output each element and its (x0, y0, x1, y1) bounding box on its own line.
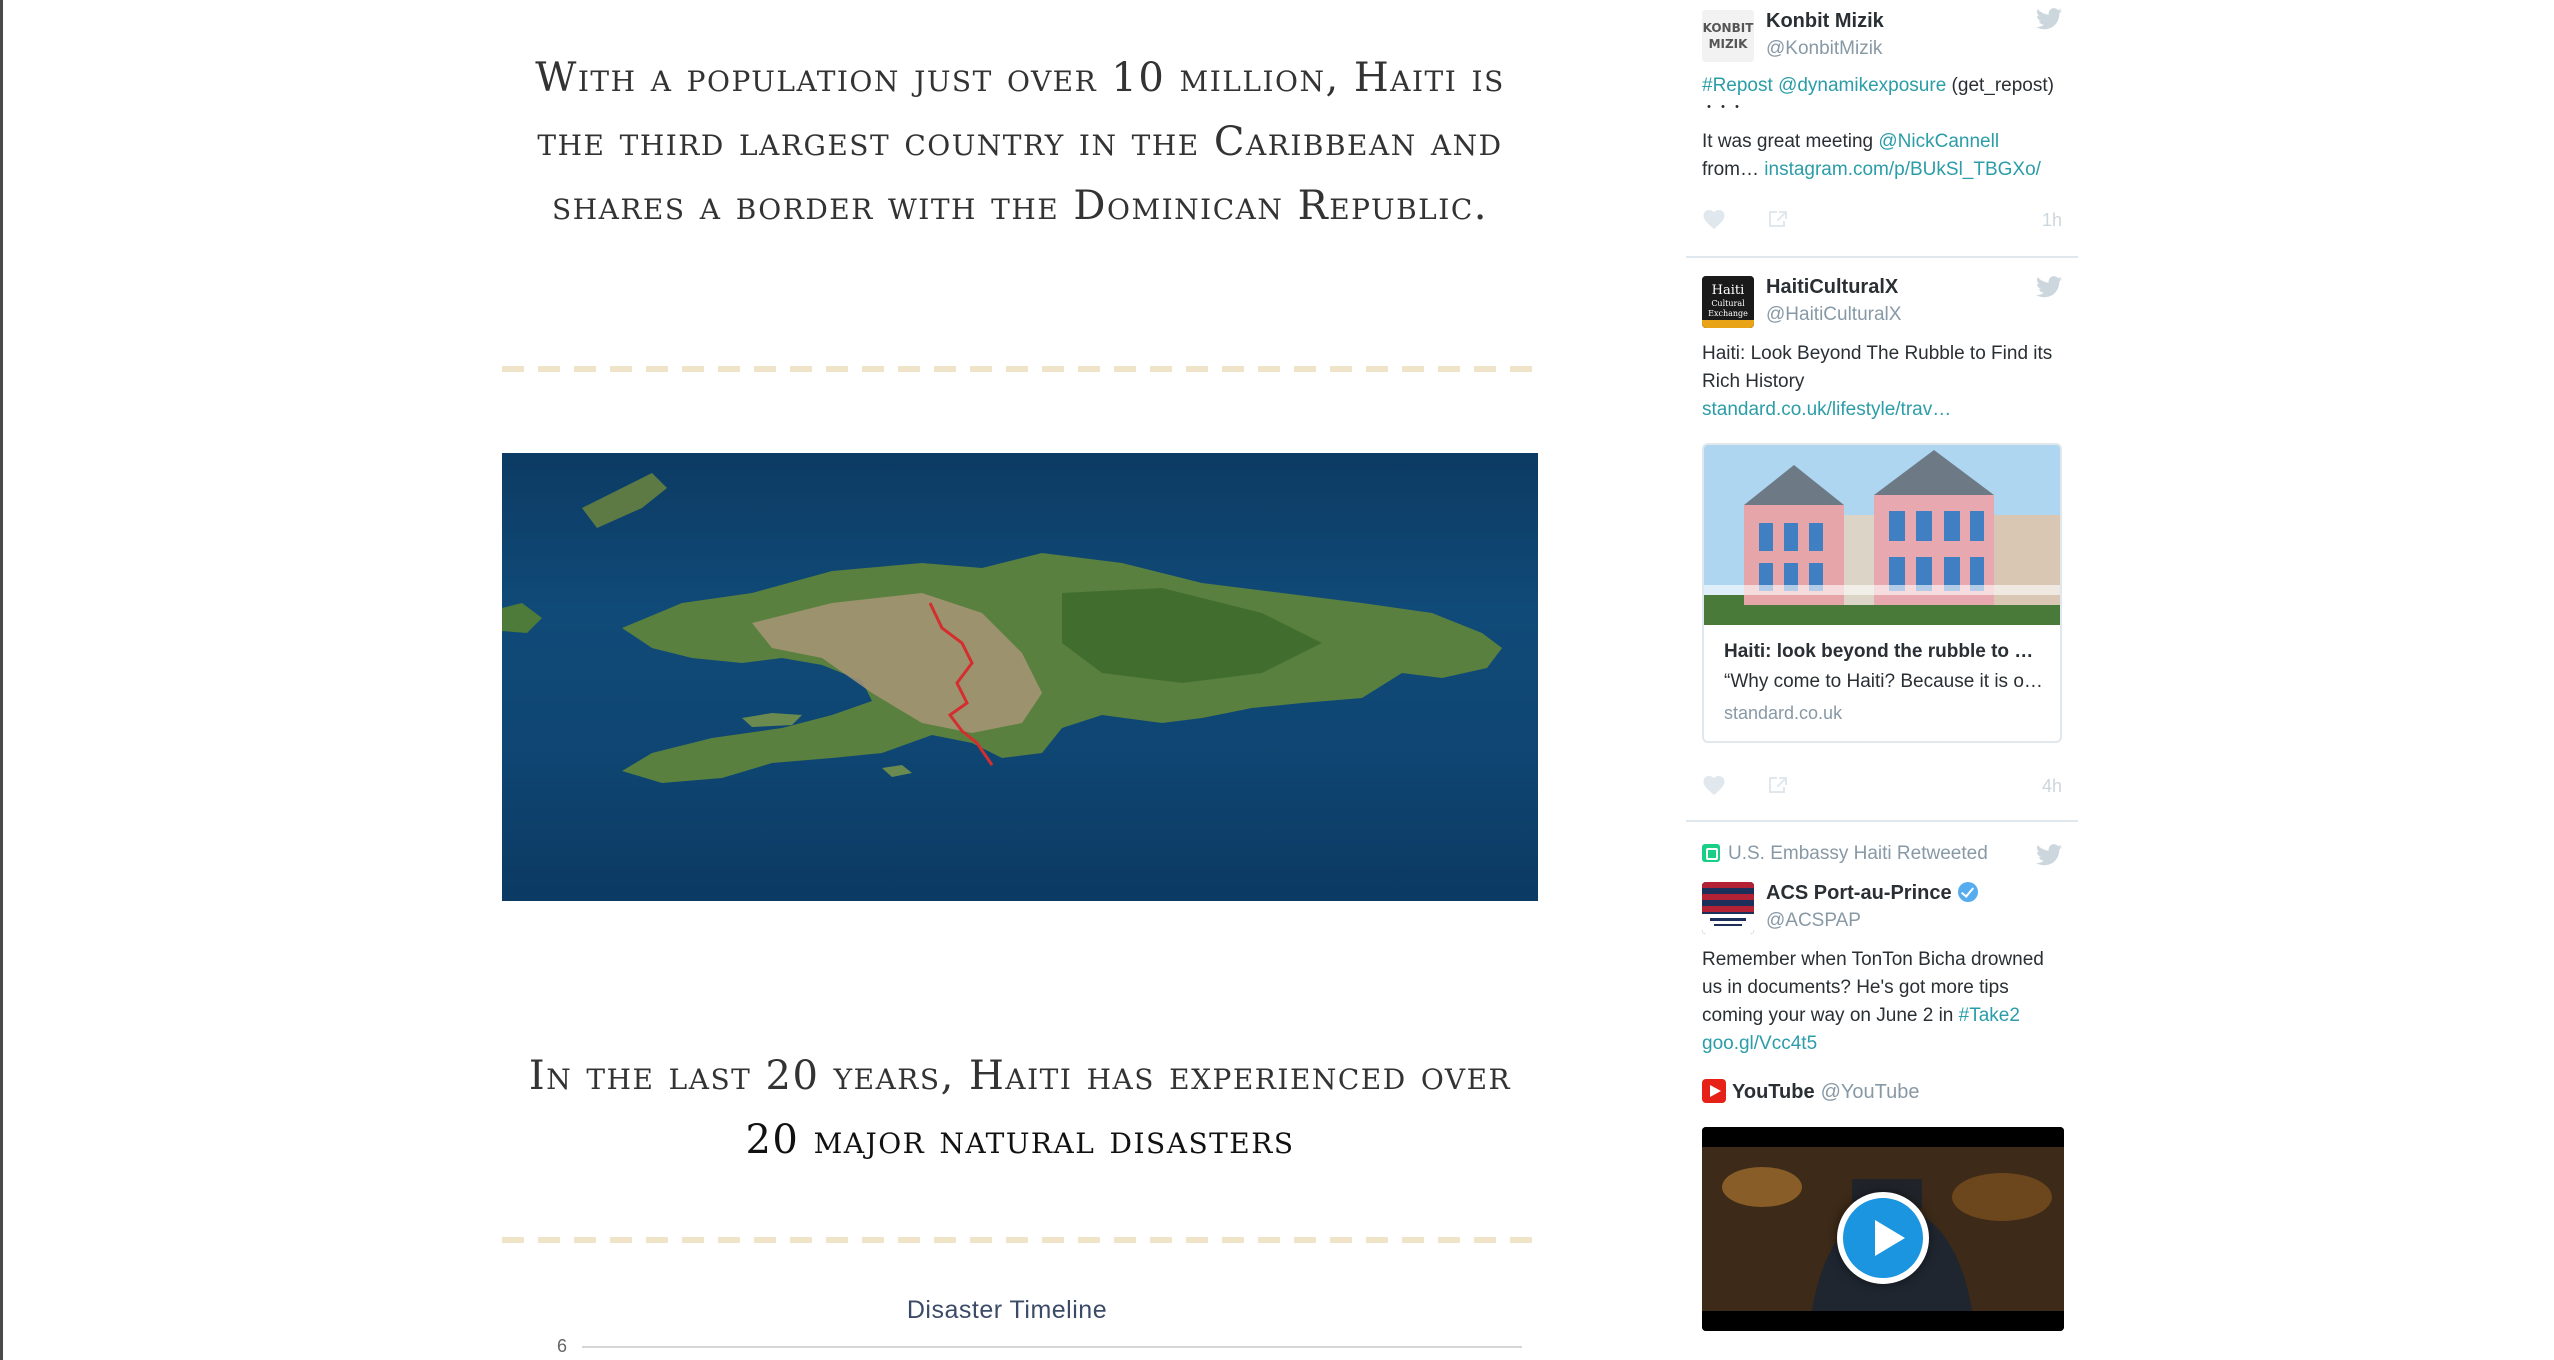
tweet-timestamp[interactable]: 4h (2041, 776, 2062, 796)
share-icon[interactable] (1766, 774, 1790, 796)
tweet-author-name[interactable]: HaitiCulturalX (1766, 276, 1899, 298)
main-content: With a population just over 10 million, … (502, 0, 1538, 1360)
tweet-text-segment: Haiti: Look Beyond The Rubble to Find it… (1702, 343, 2053, 392)
disasters-headline-lead: In the last 20 years, Haiti has experien… (528, 1053, 1512, 1099)
retweet-icon (1702, 844, 1720, 862)
tweet-actions: 1h (1702, 208, 2062, 232)
twitter-timeline[interactable]: KONBIT MIZIK Konbit Mizik @KonbitMizik #… (1686, 0, 2078, 1360)
hispaniola-satellite-map (502, 453, 1538, 901)
youtube-name[interactable]: YouTube (1732, 1081, 1815, 1103)
card-image (1704, 445, 2060, 625)
tweet-text: #Repost @dynamikexposure (get_repost) ・・… (1702, 72, 2066, 184)
y-axis-tick-label: 6 (557, 1336, 568, 1356)
retweeted-by-row[interactable]: U.S. Embassy Haiti Retweeted (1702, 843, 1988, 865)
retweeted-by-label: U.S. Embassy Haiti Retweeted (1728, 843, 1988, 864)
window-left-edge (0, 0, 3, 1360)
svg-text:Exchange: Exchange (1708, 309, 1748, 318)
play-button[interactable] (1837, 1192, 1929, 1284)
tweet-timestamp[interactable]: 1h (2041, 210, 2062, 230)
avatar[interactable]: KONBIT MIZIK (1702, 10, 1754, 62)
dashed-divider (502, 1237, 1538, 1243)
tweet-text-segment: Remember when TonTon Bicha drowned us in… (1702, 949, 2044, 1026)
avatar[interactable] (1702, 882, 1754, 934)
video-player[interactable] (1702, 1127, 2064, 1331)
url-link[interactable]: goo.gl/Vcc4t5 (1702, 1033, 1818, 1054)
verified-badge-icon (1957, 882, 1978, 902)
konbit-mizik-logo: KONBIT MIZIK (1702, 10, 1754, 62)
tweet-author-handle[interactable]: @KonbitMizik (1766, 38, 1883, 59)
tweet-author-handle[interactable]: @HaitiCulturalX (1766, 304, 1902, 325)
mention-link[interactable]: @NickCannell (1878, 131, 2000, 152)
gingerbread-house-illustration (1704, 445, 2060, 625)
tweet-text-ellipsis: ・・・ (1702, 99, 1744, 115)
tweet-text-segment: (get_repost) (1946, 75, 2054, 96)
tweet-text-segment: It was great meeting (1702, 131, 1879, 152)
youtube-embed-header[interactable]: YouTube @YouTube (1702, 1079, 1919, 1104)
dashed-divider (502, 366, 1538, 372)
tweet[interactable]: KONBIT MIZIK Konbit Mizik @KonbitMizik #… (1686, 0, 2078, 256)
tweet-author-name[interactable]: ACS Port-au-Prince (1766, 882, 1978, 905)
tweet-text: Haiti: Look Beyond The Rubble to Find it… (1702, 340, 2066, 424)
youtube-logo-icon (1702, 1079, 1726, 1103)
svg-text:Haiti: Haiti (1712, 283, 1745, 298)
tweet-author-name-text: ACS Port-au-Prince (1766, 882, 1952, 904)
svg-text:MIZIK: MIZIK (1709, 37, 1749, 51)
twitter-bird-icon[interactable] (2036, 844, 2062, 866)
tweet-author-name[interactable]: Konbit Mizik (1766, 10, 1884, 32)
link-preview-card[interactable]: Haiti: look beyond the rubble to … “Why … (1702, 443, 2062, 743)
youtube-handle[interactable]: @YouTube (1820, 1081, 1920, 1103)
hashtag-link[interactable]: #Repost (1702, 75, 1773, 96)
chart-gridline (582, 1346, 1522, 1348)
tweet-divider (1686, 256, 2078, 258)
chart-title: Disaster Timeline (906, 1296, 1108, 1324)
url-link[interactable]: standard.co.uk/lifestyle/trav… (1702, 399, 1952, 420)
url-link[interactable]: instagram.com/p/BUkSl_TBGXo/ (1764, 159, 2041, 180)
tweet-text-segment: from… (1702, 159, 1765, 180)
mention-link[interactable]: @dynamikexposure (1778, 75, 1947, 96)
tweet-author-handle[interactable]: @ACSPAP (1766, 910, 1861, 931)
disasters-headline-emphasis: 20 major natural disasters (745, 1117, 1295, 1163)
population-headline: With a population just over 10 million, … (535, 55, 1505, 229)
twitter-bird-icon[interactable] (2036, 8, 2062, 30)
like-heart-icon[interactable] (1702, 208, 1726, 230)
card-title[interactable]: Haiti: look beyond the rubble to … (1724, 641, 2034, 662)
twitter-bird-icon[interactable] (2036, 276, 2062, 298)
like-heart-icon[interactable] (1702, 774, 1726, 796)
card-domain: standard.co.uk (1724, 703, 1843, 723)
svg-text:KONBIT: KONBIT (1703, 21, 1754, 35)
tweet-actions: 4h (1702, 774, 2062, 798)
american-citizen-services-logo (1702, 882, 1754, 934)
hashtag-link[interactable]: #Take2 (1958, 1005, 2020, 1026)
disasters-headline: In the last 20 years, Haiti has experien… (502, 1044, 1538, 1172)
tweet[interactable]: Haiti Cultural Exchange HaitiCulturalX @… (1686, 258, 2078, 820)
haiti-cultural-exchange-logo: Haiti Cultural Exchange (1702, 276, 1754, 328)
card-description: “Why come to Haiti? Because it is o… (1724, 671, 2043, 692)
svg-text:Cultural: Cultural (1711, 299, 1745, 308)
map-illustration (502, 473, 1502, 783)
tweet-divider (1686, 820, 2078, 822)
avatar[interactable]: Haiti Cultural Exchange (1702, 276, 1754, 328)
tweet-text: Remember when TonTon Bicha drowned us in… (1702, 946, 2066, 1058)
share-icon[interactable] (1766, 208, 1790, 230)
